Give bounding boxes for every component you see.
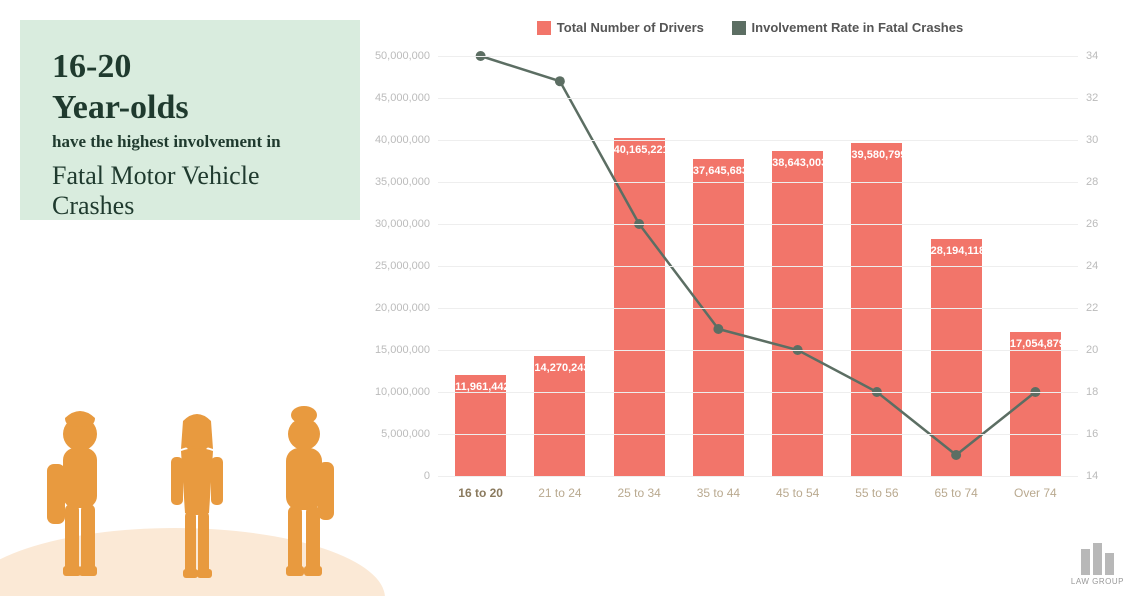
bar: 37,645,683 (693, 159, 744, 475)
y-right-tick: 16 (1078, 428, 1098, 440)
bar-slot: 28,194,118 (924, 239, 989, 476)
bar: 11,961,442 (455, 375, 506, 475)
bar-value-label: 17,054,879 (1010, 338, 1061, 350)
silhouette-people (47, 406, 334, 578)
y-right-tick: 24 (1078, 260, 1098, 272)
brand-logo: LAW GROUP (1071, 543, 1124, 586)
bar-slot: 39,580,799 (844, 143, 909, 475)
logo-sub: LAW GROUP (1071, 577, 1124, 586)
x-tick-label: 45 to 54 (765, 486, 830, 500)
grid-line (438, 392, 1078, 393)
chart-legend: Total Number of Drivers Involvement Rate… (400, 20, 1100, 38)
grid-line (438, 182, 1078, 183)
y-right-tick: 22 (1078, 302, 1098, 314)
y-left-tick: 45,000,000 (375, 92, 438, 104)
y-right-tick: 20 (1078, 344, 1098, 356)
bar-value-label: 14,270,243 (534, 362, 585, 374)
x-tick-label: 35 to 44 (686, 486, 751, 500)
x-tick-label: 21 to 24 (527, 486, 592, 500)
bar-slot: 38,643,003 (765, 151, 830, 476)
y-left-tick: 25,000,000 (375, 260, 438, 272)
bar-slot: 37,645,683 (686, 159, 751, 475)
chart-area: Total Number of Drivers Involvement Rate… (400, 20, 1100, 540)
x-tick-label: Over 74 (1003, 486, 1068, 500)
grid-line (438, 224, 1078, 225)
bar-slot: 14,270,243 (527, 356, 592, 476)
bar-slot: 17,054,879 (1003, 332, 1068, 475)
x-tick-label: 16 to 20 (448, 486, 513, 500)
y-left-tick: 50,000,000 (375, 50, 438, 62)
grid-line (438, 434, 1078, 435)
y-right-tick: 34 (1078, 50, 1098, 62)
y-right-tick: 18 (1078, 386, 1098, 398)
legend-item-bars: Total Number of Drivers (537, 20, 704, 35)
legend-swatch-bars (537, 21, 551, 35)
y-left-tick: 35,000,000 (375, 176, 438, 188)
bar-value-label: 39,580,799 (851, 149, 902, 161)
title-sub: have the highest involvement in (52, 131, 328, 153)
bar-slot: 11,961,442 (448, 375, 513, 475)
chart-plot: 11,961,442 14,270,243 40,165,221 37,645,683… (438, 56, 1078, 476)
bar: 14,270,243 (534, 356, 585, 476)
people-silhouette (0, 346, 400, 596)
bar-value-label: 38,643,003 (772, 157, 823, 169)
y-right-tick: 26 (1078, 218, 1098, 230)
x-tick-label: 65 to 74 (924, 486, 989, 500)
bar-value-label: 40,165,221 (614, 144, 665, 156)
grid-line (438, 140, 1078, 141)
y-right-tick: 32 (1078, 92, 1098, 104)
grid-line (438, 476, 1078, 477)
y-right-tick: 28 (1078, 176, 1098, 188)
bar: 39,580,799 (851, 143, 902, 475)
y-left-tick: 40,000,000 (375, 134, 438, 146)
y-right-tick: 14 (1078, 470, 1098, 482)
y-left-tick: 0 (424, 470, 438, 482)
y-right-tick: 30 (1078, 134, 1098, 146)
title-line3: Fatal Motor Vehicle Crashes (52, 161, 328, 221)
grid-line (438, 266, 1078, 267)
legend-swatch-line (732, 21, 746, 35)
bar: 17,054,879 (1010, 332, 1061, 475)
grid-line (438, 56, 1078, 57)
grid-line (438, 308, 1078, 309)
bar-value-label: 28,194,118 (931, 245, 982, 257)
legend-label-bars: Total Number of Drivers (557, 20, 704, 35)
legend-item-line: Involvement Rate in Fatal Crashes (732, 20, 964, 35)
grid-line (438, 98, 1078, 99)
x-tick-label: 55 to 56 (844, 486, 909, 500)
bar-value-label: 37,645,683 (693, 165, 744, 177)
title-line2: Year-olds (52, 89, 328, 126)
title-box: 16-20 Year-olds have the highest involve… (20, 20, 360, 220)
y-left-tick: 30,000,000 (375, 218, 438, 230)
x-axis-labels: 16 to 20 21 to 24 25 to 34 35 to 44 45 to 54… (438, 486, 1078, 500)
bar: 28,194,118 (931, 239, 982, 476)
title-line1: 16-20 (52, 48, 328, 85)
y-left-tick: 20,000,000 (375, 302, 438, 314)
grid-line (438, 350, 1078, 351)
logo-bars-icon (1081, 543, 1114, 575)
legend-label-line: Involvement Rate in Fatal Crashes (752, 20, 964, 35)
bar: 38,643,003 (772, 151, 823, 476)
x-tick-label: 25 to 34 (607, 486, 672, 500)
